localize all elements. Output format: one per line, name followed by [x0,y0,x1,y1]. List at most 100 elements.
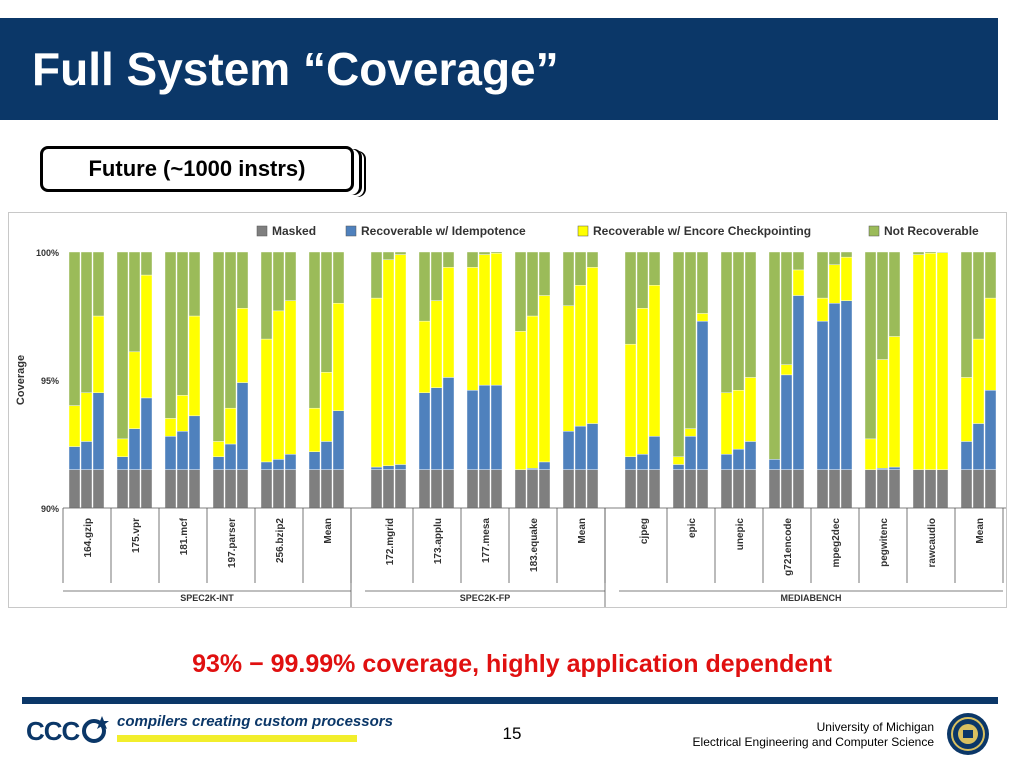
bar-2-0-2-seg1 [648,436,661,470]
bar-0-5-0-seg1 [308,451,321,470]
bar-0-0-2-seg2 [92,315,105,394]
subtitle-box: Future (~1000 instrs) [40,146,354,192]
bar-0-3-0-seg2 [212,441,225,458]
bar-2-2-2-seg1 [744,441,757,470]
bar-0-3-2-seg2 [236,308,249,383]
bar-1-4-0-seg1 [562,430,575,470]
bar-0-0-1-seg3 [80,251,93,394]
bar-0-2-2-seg3 [188,251,201,317]
bar-0-2-2-seg0 [188,469,201,509]
bar-2-1-1-seg2 [684,428,697,437]
bar-0-3-1-seg1 [224,443,237,470]
bench-label-1-4: Mean [577,518,588,544]
bar-2-4-2-seg1 [840,300,853,470]
bar-2-1-2-seg3 [696,251,709,314]
bar-2-5-1-seg3 [876,251,889,360]
title-bar: Full System “Coverage” [0,18,998,120]
bar-2-2-2-seg2 [744,377,757,442]
bar-1-0-0-seg1 [370,466,383,470]
bench-label-2-5: pegwitenc [879,518,890,567]
bar-2-0-2-seg3 [648,251,661,286]
bar-0-4-0-seg3 [260,251,273,340]
bench-label-2-7: Mean [975,518,986,544]
bar-2-7-2-seg3 [984,251,997,299]
bar-0-3-2-seg0 [236,469,249,509]
bar-0-2-0-seg1 [164,436,177,470]
department-name: Electrical Engineering and Computer Scie… [692,735,934,749]
bar-2-5-2-seg2 [888,336,901,468]
bar-0-5-0-seg0 [308,469,321,509]
group-label-2: MEDIABENCH [780,593,841,603]
bar-2-0-0-seg3 [624,251,637,345]
bar-2-1-2-seg2 [696,313,709,322]
bar-1-0-0-seg2 [370,297,383,468]
bar-0-0-0-seg0 [68,469,81,509]
bar-1-1-1-seg1 [430,387,443,470]
bar-1-1-1-seg0 [430,469,443,509]
y-axis-label: Coverage [15,355,27,405]
bar-2-3-0-seg3 [768,251,781,460]
bar-0-5-0-seg3 [308,251,321,409]
bar-1-0-1-seg2 [382,259,395,466]
bar-2-2-0-seg2 [720,392,733,455]
bar-2-0-1-seg2 [636,308,649,455]
bar-1-3-2-seg3 [538,251,551,296]
bar-2-3-1-seg0 [780,469,793,509]
bar-0-5-1-seg2 [320,372,333,442]
bar-2-4-0-seg2 [816,297,829,322]
bar-1-1-0-seg2 [418,320,431,394]
bar-2-6-2-seg3 [936,251,949,253]
bar-0-1-0-seg2 [116,438,129,458]
bench-label-1-1: 173.applu [433,518,444,564]
bar-0-1-2-seg3 [140,251,153,276]
bar-0-4-1-seg3 [272,251,285,312]
bar-1-4-1-seg2 [574,285,587,427]
y-tick-label-0: 90% [41,504,59,514]
bar-1-0-0-seg3 [370,251,383,299]
university-seal-icon [947,713,989,755]
bar-0-5-1-seg1 [320,441,333,470]
bar-2-4-0-seg0 [816,469,829,509]
ccc-logo-icon [82,716,109,743]
bar-2-3-2-seg0 [792,469,805,509]
bar-2-4-1-seg0 [828,469,841,509]
bar-1-1-2-seg0 [442,469,455,509]
bar-2-0-1-seg1 [636,454,649,470]
bar-0-4-0-seg0 [260,469,273,509]
bar-0-2-1-seg1 [176,430,189,470]
bar-1-4-2-seg0 [586,469,599,509]
subtitle-text: Future (~1000 instrs) [88,156,306,181]
bar-1-1-0-seg1 [418,392,431,470]
bar-2-2-1-seg2 [732,390,745,450]
bar-2-5-0-seg0 [864,469,877,509]
bar-2-5-2-seg3 [888,251,901,337]
bar-2-4-0-seg3 [816,251,829,299]
bar-2-7-0-seg3 [960,251,973,378]
bar-1-0-1-seg1 [382,465,395,470]
bar-2-2-1-seg1 [732,448,745,470]
bar-0-0-1-seg2 [80,392,93,442]
bar-0-0-1-seg0 [80,469,93,509]
bar-1-2-0-seg3 [466,251,479,268]
bar-1-4-0-seg3 [562,251,575,306]
bar-2-3-0-seg0 [768,469,781,509]
bar-1-2-2-seg2 [490,253,503,386]
chart-frame: Masked Recoverable w/ Idempotence Recovera… [8,212,1007,608]
bar-1-4-1-seg1 [574,425,587,470]
bar-0-0-2-seg3 [92,251,105,317]
bar-1-2-0-seg2 [466,267,479,391]
bar-0-1-2-seg0 [140,469,153,509]
bar-2-1-0-seg0 [672,469,685,509]
bar-2-7-1-seg2 [972,338,985,424]
y-tick-label-1: 95% [41,376,59,386]
bar-1-3-1-seg3 [526,251,539,317]
bar-2-0-1-seg0 [636,469,649,509]
bench-label-1-0: 172.mgrid [385,518,396,565]
bar-1-4-0-seg2 [562,305,575,432]
bar-1-3-2-seg1 [538,461,551,470]
bar-0-3-1-seg2 [224,407,237,445]
university-block: University of Michigan Electrical Engine… [693,720,934,750]
bar-2-4-2-seg0 [840,469,853,509]
university-name: University of Michigan [816,720,934,734]
bar-0-0-0-seg2 [68,405,81,447]
